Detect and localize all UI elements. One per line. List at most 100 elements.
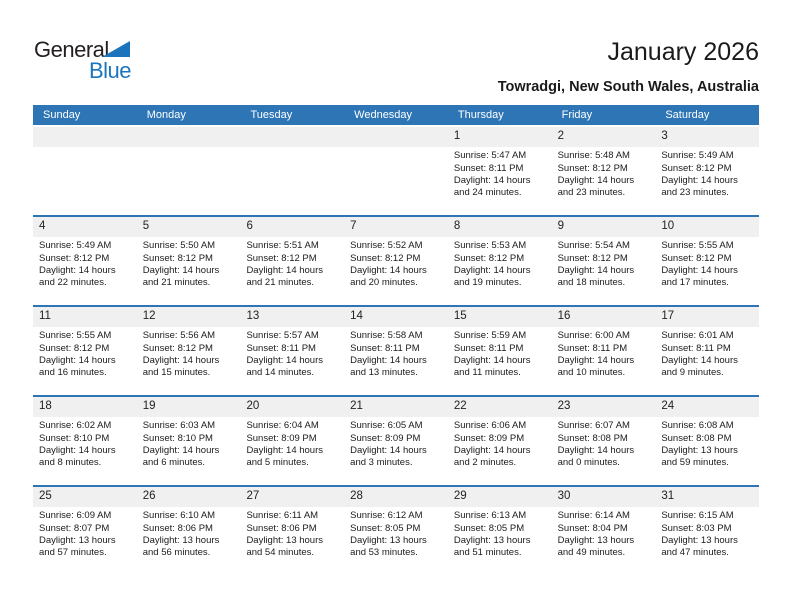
- sunset-text: Sunset: 8:12 PM: [142, 342, 213, 354]
- sunrise-text: Sunrise: 6:12 AM: [350, 510, 423, 521]
- sunset-text: Sunset: 8:12 PM: [350, 252, 421, 264]
- day-cell: 26 Sunrise: 6:10 AM Sunset: 8:06 PM Dayligh…: [136, 487, 241, 575]
- day-cell: 15 Sunrise: 5:59 AM Sunset: 8:11 PM Dayligh…: [447, 307, 552, 395]
- day-cell-body: Sunrise: 6:02 AM Sunset: 8:10 PM Daylight:…: [33, 417, 137, 469]
- day-number: 14: [344, 307, 448, 327]
- day-number: 29: [447, 487, 552, 507]
- sunset-text: Sunset: 8:12 PM: [453, 252, 525, 264]
- day-number: 7: [344, 217, 448, 237]
- daylight-text: Daylight: 13 hours and 54 minutes.: [246, 535, 324, 558]
- daylight-text: Daylight: 14 hours and 13 minutes.: [350, 355, 427, 378]
- day-number: 8: [447, 217, 552, 237]
- day-cell: 4 Sunrise: 5:49 AM Sunset: 8:12 PM Daylight…: [33, 217, 137, 305]
- sunset-text: Sunset: 8:11 PM: [350, 342, 420, 354]
- day-cell: 5 Sunrise: 5:50 AM Sunset: 8:12 PM Daylight…: [136, 217, 241, 305]
- day-cell-body: Sunrise: 5:54 AM Sunset: 8:12 PM Daylight:…: [552, 237, 656, 289]
- day-cell: 21 Sunrise: 6:05 AM Sunset: 8:09 PM Dayligh…: [344, 397, 448, 485]
- daylight-text: Daylight: 14 hours and 6 minutes.: [142, 445, 220, 468]
- day-number: 15: [447, 307, 552, 327]
- page-subtitle: Towradgi, New South Wales, Australia: [497, 79, 759, 95]
- daylight-text: Daylight: 13 hours and 49 minutes.: [557, 535, 635, 558]
- daylight-text: Daylight: 13 hours and 51 minutes.: [453, 535, 531, 558]
- sunrise-text: Sunrise: 5:59 AM: [453, 330, 527, 341]
- day-number: 31: [655, 487, 760, 507]
- day-cell-body: Sunrise: 6:01 AM Sunset: 8:11 PM Daylight:…: [655, 327, 759, 379]
- sunset-text: Sunset: 8:08 PM: [557, 432, 628, 444]
- day-number: 28: [344, 487, 448, 507]
- daylight-text: Daylight: 13 hours and 59 minutes.: [661, 445, 738, 468]
- day-number: [136, 127, 241, 147]
- sunset-text: Sunset: 8:12 PM: [142, 252, 213, 264]
- day-cell-body: Sunrise: 5:56 AM Sunset: 8:12 PM Daylight:…: [137, 327, 241, 379]
- daylight-text: Daylight: 13 hours and 47 minutes.: [661, 535, 738, 558]
- day-number: 1: [447, 127, 552, 147]
- day-number: 2: [551, 127, 656, 147]
- sunrise-text: Sunrise: 5:58 AM: [350, 330, 423, 341]
- day-cell: 30 Sunrise: 6:14 AM Sunset: 8:04 PM Dayligh…: [551, 487, 656, 575]
- day-cell: 29 Sunrise: 6:13 AM Sunset: 8:05 PM Dayligh…: [447, 487, 552, 575]
- day-cell-body: Sunrise: 5:55 AM Sunset: 8:12 PM Daylight:…: [33, 327, 137, 379]
- day-number: 12: [136, 307, 241, 327]
- day-number: 21: [344, 397, 448, 417]
- daylight-text: Daylight: 14 hours and 5 minutes.: [246, 445, 324, 468]
- day-cell: 2 Sunrise: 5:48 AM Sunset: 8:12 PM Daylight…: [551, 127, 656, 215]
- day-number: 25: [33, 487, 137, 507]
- sunset-text: Sunset: 8:06 PM: [246, 522, 317, 534]
- day-number: 9: [551, 217, 656, 237]
- day-cell-body: Sunrise: 5:48 AM Sunset: 8:12 PM Daylight:…: [552, 147, 656, 199]
- day-number: 5: [136, 217, 241, 237]
- day-cell-body: [137, 147, 241, 150]
- sunrise-text: Sunrise: 5:47 AM: [453, 150, 527, 161]
- day-cell-body: [33, 147, 137, 150]
- day-cell-body: Sunrise: 5:53 AM Sunset: 8:12 PM Daylight:…: [448, 237, 552, 289]
- daylight-text: Daylight: 14 hours and 21 minutes.: [142, 265, 220, 288]
- weekday-header-thursday: Thursday: [457, 109, 504, 121]
- day-cell-body: Sunrise: 6:09 AM Sunset: 8:07 PM Daylight:…: [33, 507, 137, 559]
- daylight-text: Daylight: 13 hours and 53 minutes.: [350, 535, 427, 558]
- day-cell: 3 Sunrise: 5:49 AM Sunset: 8:12 PM Daylight…: [655, 127, 760, 215]
- sunrise-text: Sunrise: 6:05 AM: [350, 420, 423, 431]
- day-cell: 6 Sunrise: 5:51 AM Sunset: 8:12 PM Daylight…: [240, 217, 345, 305]
- daylight-text: Daylight: 14 hours and 10 minutes.: [557, 355, 635, 378]
- daylight-text: Daylight: 14 hours and 23 minutes.: [661, 175, 738, 198]
- weekday-header-tuesday: Tuesday: [250, 109, 293, 121]
- day-number: 16: [551, 307, 656, 327]
- sunset-text: Sunset: 8:05 PM: [350, 522, 421, 534]
- sunrise-text: Sunrise: 6:01 AM: [661, 330, 734, 341]
- day-number: 3: [655, 127, 760, 147]
- sunset-text: Sunset: 8:12 PM: [661, 252, 732, 264]
- day-cell-body: Sunrise: 5:51 AM Sunset: 8:12 PM Daylight:…: [240, 237, 344, 289]
- sunrise-text: Sunrise: 5:49 AM: [39, 240, 112, 251]
- sunset-text: Sunset: 8:12 PM: [557, 252, 628, 264]
- daylight-text: Daylight: 14 hours and 17 minutes.: [661, 265, 738, 288]
- daylight-text: Daylight: 14 hours and 11 minutes.: [453, 355, 531, 378]
- sunset-text: Sunset: 8:10 PM: [39, 432, 110, 444]
- day-cell: 23 Sunrise: 6:07 AM Sunset: 8:08 PM Dayligh…: [551, 397, 656, 485]
- day-number: 27: [240, 487, 345, 507]
- daylight-text: Daylight: 14 hours and 19 minutes.: [453, 265, 531, 288]
- sunrise-text: Sunrise: 5:52 AM: [350, 240, 423, 251]
- sunset-text: Sunset: 8:08 PM: [661, 432, 732, 444]
- sunrise-text: Sunrise: 5:53 AM: [453, 240, 527, 251]
- daylight-text: Daylight: 14 hours and 20 minutes.: [350, 265, 427, 288]
- day-cell-body: Sunrise: 5:47 AM Sunset: 8:11 PM Daylight:…: [448, 147, 552, 199]
- sunset-text: Sunset: 8:03 PM: [661, 522, 732, 534]
- sunset-text: Sunset: 8:11 PM: [661, 342, 731, 354]
- day-number: 6: [240, 217, 345, 237]
- day-number: [33, 127, 137, 147]
- sunrise-text: Sunrise: 5:51 AM: [246, 240, 319, 251]
- day-cell-body: Sunrise: 6:06 AM Sunset: 8:09 PM Daylight:…: [448, 417, 552, 469]
- sunset-text: Sunset: 8:11 PM: [246, 342, 316, 354]
- sunrise-text: Sunrise: 6:03 AM: [142, 420, 216, 431]
- weekday-header-friday: Friday: [561, 109, 593, 121]
- day-cell-body: Sunrise: 5:55 AM Sunset: 8:12 PM Daylight:…: [655, 237, 759, 289]
- empty-day-cell: [240, 127, 345, 215]
- sunset-text: Sunset: 8:12 PM: [661, 162, 732, 174]
- general-blue-logo: General Blue: [34, 38, 144, 86]
- day-cell: 13 Sunrise: 5:57 AM Sunset: 8:11 PM Dayligh…: [240, 307, 345, 395]
- sunset-text: Sunset: 8:09 PM: [246, 432, 317, 444]
- weekday-header-wednesday: Wednesday: [354, 109, 413, 121]
- daylight-text: Daylight: 14 hours and 18 minutes.: [557, 265, 635, 288]
- week-row: 18 Sunrise: 6:02 AM Sunset: 8:10 PM Dayligh…: [33, 395, 760, 485]
